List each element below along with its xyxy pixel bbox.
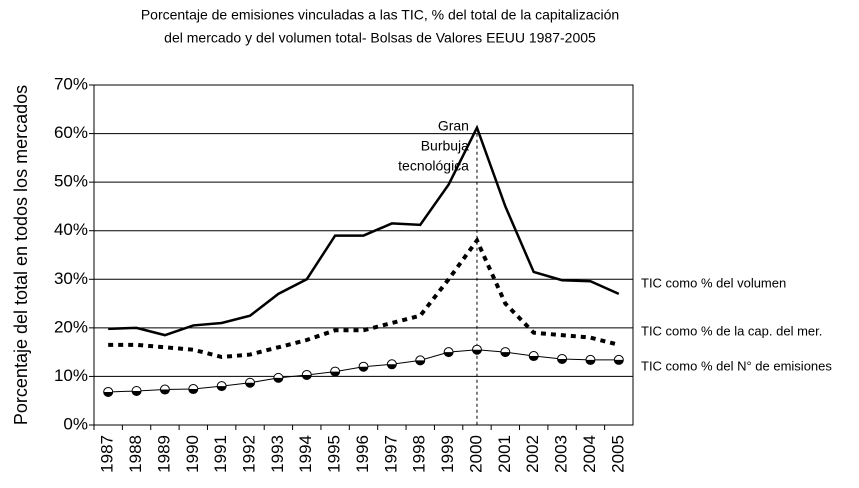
y-axis-label: Porcentaje del total en todos los mercad… (11, 85, 31, 425)
marker-shade (529, 356, 539, 361)
marker-shade (103, 391, 113, 397)
marker-shade (500, 352, 510, 357)
legend-label: TIC como % de la cap. del mer. (641, 323, 822, 338)
marker-shade (614, 359, 624, 365)
x-tick-label: 1993 (268, 435, 287, 473)
series-line (108, 124, 620, 337)
marker-shade (585, 359, 595, 365)
chart-title: del mercado y del volumen total- Bolsas … (164, 30, 596, 46)
x-tick-label: 2005 (608, 435, 627, 473)
annotation: Burbuja (421, 138, 469, 154)
marker-shade (387, 364, 397, 369)
legend-label: TIC como % del N° de emisiones (641, 358, 832, 373)
marker-shade (273, 377, 283, 383)
y-tick-label: 40% (54, 220, 88, 239)
plot-border (93, 84, 634, 426)
x-tick-label: 1994 (296, 435, 315, 473)
series-line (108, 236, 620, 360)
x-tick-label: 1988 (126, 435, 145, 473)
x-tick-label: 2003 (552, 435, 571, 473)
x-tick-label: 2002 (523, 435, 542, 473)
x-tick-label: 1990 (183, 435, 202, 473)
x-tick-label: 1998 (410, 435, 429, 473)
legend-label: TIC como % del volumen (641, 275, 786, 290)
x-tick-label: 2004 (580, 435, 599, 473)
y-tick-label: 10% (54, 366, 88, 385)
y-tick-label: 50% (54, 172, 88, 191)
y-tick-label: 30% (54, 269, 88, 288)
marker-shade (245, 382, 255, 388)
x-tick-label: 1991 (211, 435, 230, 473)
x-tick-label: 1989 (154, 435, 173, 473)
y-tick-label: 60% (54, 123, 88, 142)
marker-shade (472, 349, 482, 355)
marker-shade (330, 371, 340, 377)
annotation: Gran (438, 118, 469, 134)
marker-shade (217, 386, 227, 391)
marker-shade (188, 389, 198, 394)
marker-shade (132, 391, 142, 396)
x-tick-label: 1995 (325, 435, 344, 473)
marker-shade (160, 389, 170, 395)
x-tick-label: 1999 (438, 435, 457, 473)
y-tick-label: 20% (54, 317, 88, 336)
y-tick-label: 0% (63, 414, 88, 433)
x-tick-label: 2000 (466, 435, 485, 473)
x-tick-label: 2001 (495, 435, 514, 473)
x-tick-label: 1987 (98, 435, 117, 473)
chart-title: Porcentaje de emisiones vinculadas a las… (141, 7, 619, 23)
marker-shade (302, 374, 312, 380)
x-tick-label: 1992 (240, 435, 259, 473)
marker-shade (557, 358, 567, 364)
marker-shade (444, 352, 454, 357)
annotation: tecnológica (398, 158, 469, 174)
marker-shade (415, 360, 425, 365)
marker-shade (359, 366, 368, 372)
x-tick-label: 1997 (381, 435, 400, 473)
y-tick-label: 70% (54, 74, 88, 93)
x-tick-label: 1996 (353, 435, 372, 473)
